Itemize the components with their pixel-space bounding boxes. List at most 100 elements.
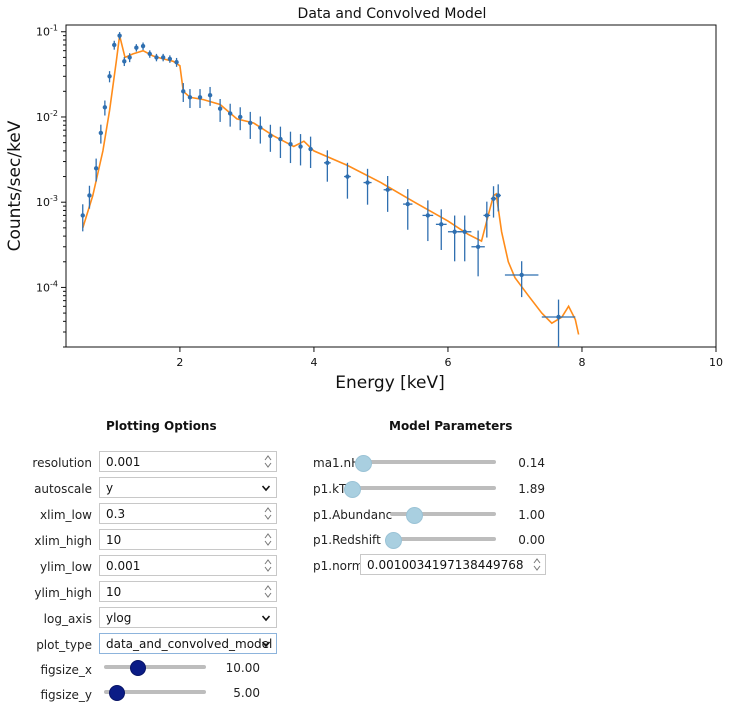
x-tick-label: 6 bbox=[444, 356, 451, 369]
figsize-x-slider[interactable] bbox=[104, 665, 206, 669]
plot-axes-frame bbox=[65, 24, 717, 348]
data-point bbox=[107, 71, 112, 83]
log-axis-select[interactable]: ylog bbox=[99, 607, 277, 628]
slider-knob[interactable] bbox=[405, 506, 423, 524]
plot-type-select[interactable]: data_and_convolved_model bbox=[99, 633, 277, 654]
resolution-input[interactable]: 0.001 bbox=[99, 451, 277, 472]
ylim-high-value: 10 bbox=[106, 585, 122, 599]
data-point bbox=[197, 89, 203, 108]
slider-knob[interactable] bbox=[109, 685, 126, 701]
xlim-high-label: xlim_high bbox=[34, 534, 92, 548]
norm-input[interactable]: 0.0010034197138449768 bbox=[360, 554, 546, 575]
data-point bbox=[117, 32, 122, 40]
data-point bbox=[102, 100, 108, 116]
data-point bbox=[93, 158, 99, 182]
data-point bbox=[258, 116, 263, 144]
figsize-y-label: figsize_y bbox=[40, 688, 92, 702]
abundanc-value: 1.00 bbox=[518, 508, 545, 522]
model-line bbox=[82, 35, 580, 335]
log-axis-value: ylog bbox=[106, 611, 132, 625]
xlim-high-value: 10 bbox=[106, 533, 122, 547]
data-point bbox=[181, 83, 186, 102]
nh-slider[interactable] bbox=[358, 460, 496, 464]
abundanc-label: p1.Abundanc bbox=[313, 508, 393, 522]
y-axis-ticks: 10-1 10-2 10-3 10-4 bbox=[36, 24, 66, 348]
data-series bbox=[80, 32, 576, 347]
data-point bbox=[238, 107, 243, 131]
x-axis-label: Energy [keV] bbox=[335, 373, 445, 393]
plot-type-label: plot_type bbox=[36, 638, 92, 652]
spinner-icon[interactable] bbox=[264, 454, 272, 469]
figsize-y-slider[interactable] bbox=[104, 690, 206, 694]
chevron-down-icon bbox=[262, 615, 270, 622]
resolution-value: 0.001 bbox=[106, 455, 141, 469]
ylim-low-input[interactable]: 0.001 bbox=[99, 555, 277, 576]
norm-value: 0.0010034197138449768 bbox=[367, 558, 524, 572]
ylim-high-input[interactable]: 10 bbox=[99, 581, 277, 602]
data-point bbox=[248, 111, 253, 139]
data-point bbox=[167, 55, 173, 63]
data-point bbox=[504, 261, 539, 298]
figsize-x-value: 10.00 bbox=[225, 661, 260, 675]
log-axis-label: log_axis bbox=[43, 612, 92, 626]
ylim-low-value: 0.001 bbox=[106, 559, 141, 573]
y-axis-label: Counts/sec/keV bbox=[5, 120, 25, 251]
data-point bbox=[383, 175, 392, 212]
figsize-y-value: 5.00 bbox=[233, 686, 260, 700]
data-point bbox=[134, 44, 139, 52]
y-tick-label: 10-4 bbox=[36, 279, 58, 294]
x-tick-label: 10 bbox=[709, 356, 723, 369]
plot-title: Data and Convolved Model bbox=[298, 6, 487, 22]
data-point bbox=[80, 204, 85, 232]
spinner-icon[interactable] bbox=[533, 557, 541, 572]
data-point bbox=[495, 184, 501, 212]
autoscale-select[interactable]: y bbox=[99, 477, 277, 498]
redshift-label: p1.Redshift bbox=[313, 533, 381, 547]
ylim-high-label: ylim_high bbox=[34, 586, 92, 600]
spinner-icon[interactable] bbox=[264, 584, 272, 599]
data-point bbox=[174, 57, 179, 67]
slider-knob[interactable] bbox=[129, 660, 146, 676]
model-parameters-title: Model Parameters bbox=[389, 419, 513, 433]
xlim-low-input[interactable]: 0.3 bbox=[99, 503, 277, 524]
kt-slider[interactable] bbox=[347, 486, 496, 490]
x-axis-ticks: 2 4 6 8 10 bbox=[176, 347, 723, 369]
data-point bbox=[308, 136, 313, 168]
data-point bbox=[435, 209, 447, 250]
redshift-slider[interactable] bbox=[388, 537, 496, 541]
data-point bbox=[207, 86, 213, 106]
data-point bbox=[363, 168, 372, 205]
x-tick-label: 2 bbox=[176, 356, 183, 369]
data-point bbox=[490, 186, 497, 218]
data-point bbox=[471, 230, 485, 277]
data-point bbox=[268, 124, 273, 152]
figsize-x-label: figsize_x bbox=[40, 663, 92, 677]
abundanc-slider[interactable] bbox=[390, 512, 496, 516]
chevron-down-icon bbox=[262, 641, 270, 648]
data-point bbox=[323, 150, 331, 182]
xlim-high-input[interactable]: 10 bbox=[99, 529, 277, 550]
slider-knob[interactable] bbox=[384, 531, 402, 549]
x-tick-label: 4 bbox=[310, 356, 317, 369]
data-point bbox=[344, 162, 351, 199]
autoscale-value: y bbox=[106, 481, 114, 495]
spinner-icon[interactable] bbox=[264, 532, 272, 547]
spinner-icon[interactable] bbox=[264, 558, 272, 573]
slider-knob[interactable] bbox=[344, 480, 362, 498]
x-tick-label: 8 bbox=[578, 356, 585, 369]
slider-knob[interactable] bbox=[355, 454, 373, 472]
nh-value: 0.14 bbox=[518, 456, 545, 470]
data-point bbox=[140, 42, 146, 50]
redshift-value: 0.00 bbox=[518, 533, 545, 547]
y-tick-label: 10-2 bbox=[36, 109, 58, 124]
data-point bbox=[122, 57, 127, 67]
y-tick-label: 10-1 bbox=[36, 24, 58, 39]
xlim-low-value: 0.3 bbox=[106, 507, 126, 521]
chevron-down-icon bbox=[262, 485, 270, 492]
autoscale-label: autoscale bbox=[34, 482, 92, 496]
data-point bbox=[298, 134, 303, 166]
data-point bbox=[87, 185, 92, 209]
kt-value: 1.89 bbox=[518, 482, 545, 496]
spinner-icon[interactable] bbox=[264, 506, 272, 521]
spectrum-plot: Data and Convolved Model 2 4 6 8 10 10-1 10-2… bbox=[5, 6, 723, 393]
